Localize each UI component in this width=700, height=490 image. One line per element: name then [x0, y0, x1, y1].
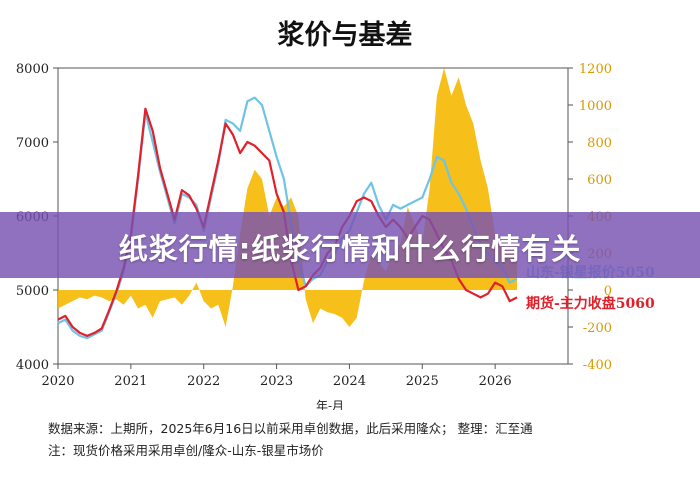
y-right-tick-label-2: 0: [604, 284, 612, 299]
y-left-tick-label-3: 7000: [16, 136, 49, 151]
title-banner: [0, 212, 700, 278]
y-left-tick-label-1: 5000: [16, 284, 49, 299]
source-note: 数据来源：上期所，2025年6月16日以前采用卓创数据，此后采用隆众； 整理：汇…: [48, 421, 533, 436]
x-tick-label-2: 2022: [187, 374, 220, 389]
y-right-tick-label-5: 600: [587, 173, 612, 188]
x-axis-label: 年-月: [316, 399, 344, 410]
banner-text: 纸浆行情:纸浆行情和什么行情有关: [118, 232, 582, 266]
y-left-tick-label-4: 8000: [16, 62, 49, 77]
x-tick-label-4: 2024: [333, 374, 366, 389]
x-tick-label-3: 2023: [260, 374, 293, 389]
y-right-tick-label-1: -200: [583, 321, 612, 336]
legend-label-1: 期货-主力收盘5060: [526, 295, 655, 312]
x-tick-label-0: 2020: [41, 374, 74, 389]
y-right-tick-label-6: 800: [587, 136, 612, 151]
chart-svg: 浆价与基差 2020 2021 2022 2023 2024 2025 2026 4000 50…: [16, 19, 655, 413]
y-right-tick-label-0: -400: [583, 358, 612, 373]
y-left-tick-label-0: 4000: [16, 358, 49, 373]
y-right-tick-label-8: 1200: [579, 62, 612, 77]
x-tick-label-6: 2026: [479, 374, 512, 389]
chart-title: 浆价与基差: [278, 19, 413, 51]
remark-note: 注：现货价格采用采用卓创/隆众-山东-银星市场价: [48, 443, 324, 458]
x-tick-label-1: 2021: [114, 374, 147, 389]
x-tick-label-5: 2025: [406, 374, 439, 389]
y-right-tick-label-7: 1000: [579, 99, 612, 114]
